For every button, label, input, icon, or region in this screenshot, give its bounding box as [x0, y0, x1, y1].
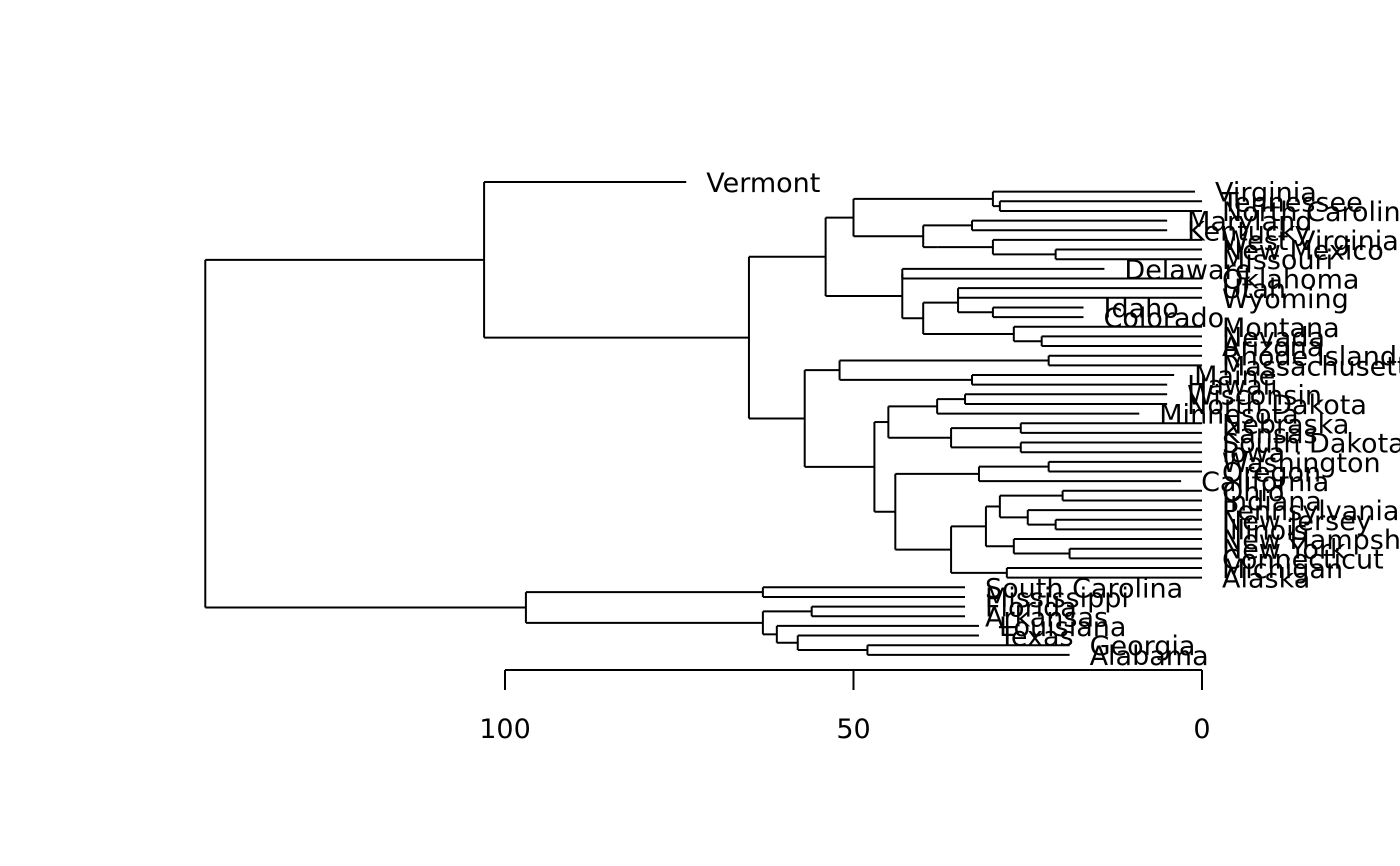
- leaf-label: Florida: [985, 593, 1077, 624]
- leaf-label: Illinois: [1222, 515, 1308, 546]
- leaf-label: Montana: [1222, 313, 1340, 344]
- leaf-label: Idaho: [1104, 293, 1179, 324]
- leaf-label: Iowa: [1222, 438, 1285, 469]
- leaf-label: Nevada: [1222, 322, 1325, 353]
- leaf-label: South Carolina: [985, 573, 1183, 604]
- leaf-label: Colorado: [1104, 303, 1225, 334]
- leaf-label: North Carolina: [1222, 197, 1400, 228]
- leaf-label: Alabama: [1090, 641, 1209, 672]
- leaf-label: Vermont: [706, 168, 820, 199]
- leaf-label: California: [1201, 467, 1329, 498]
- leaf-label: Pennsylvania: [1222, 496, 1399, 527]
- leaf-label: Maine: [1194, 361, 1275, 392]
- leaf-label: Hawaii: [1187, 371, 1277, 402]
- leaf-label: New Mexico: [1222, 236, 1384, 267]
- leaf-label: New Hampshire: [1222, 525, 1400, 556]
- leaf-label: Tennessee: [1221, 187, 1363, 218]
- axis-tick-label: 100: [479, 714, 531, 745]
- leaf-label: Nebraska: [1222, 409, 1349, 440]
- leaf-label: South Dakota: [1222, 429, 1400, 460]
- dendrogram-branches: [204, 181, 1202, 656]
- leaf-label: New York: [1222, 535, 1346, 566]
- leaf-label: Kentucky: [1187, 216, 1310, 247]
- leaf-label: Oklahoma: [1222, 265, 1359, 296]
- leaf-label: Delaware: [1124, 255, 1251, 286]
- leaf-label: Kansas: [1222, 419, 1318, 450]
- leaf-label: Georgia: [1090, 631, 1196, 662]
- distance-axis: 100 50 0: [479, 669, 1211, 745]
- leaf-label: Texas: [998, 622, 1074, 653]
- leaf-label: Mississippi: [985, 583, 1129, 614]
- leaf-label: West Virginia: [1222, 226, 1399, 257]
- leaf-label: Washington: [1222, 448, 1381, 479]
- leaf-label: Oregon: [1222, 458, 1321, 489]
- leaf-label: Maryland: [1187, 207, 1312, 238]
- leaf-label: New Jersey: [1222, 506, 1372, 537]
- leaf-label: North Dakota: [1187, 390, 1367, 421]
- leaf-label: Arizona: [1222, 332, 1323, 363]
- leaf-label: Utah: [1222, 274, 1286, 305]
- leaf-label: Wisconsin: [1187, 380, 1322, 411]
- leaf-label: Alaska: [1222, 564, 1310, 595]
- leaf-label: Minnesota: [1159, 400, 1298, 431]
- axis-tick-label: 0: [1193, 714, 1210, 745]
- leaf-label: Wyoming: [1222, 284, 1349, 315]
- leaf-label: Connecticut: [1222, 544, 1384, 575]
- leaf-label: Indiana: [1222, 486, 1322, 517]
- axis-tick-label: 50: [836, 714, 870, 745]
- leaf-label: Michigan: [1222, 554, 1343, 585]
- leaf-label: Ohio: [1222, 477, 1284, 508]
- leaf-label: Louisiana: [999, 612, 1126, 643]
- leaf-label: Missouri: [1222, 245, 1333, 276]
- leaf-label: Massachusetts: [1222, 351, 1400, 382]
- leaf-label: Virginia: [1215, 178, 1317, 209]
- leaf-label: Rhode Island: [1222, 342, 1397, 373]
- leaf-label: Arkansas: [985, 602, 1108, 633]
